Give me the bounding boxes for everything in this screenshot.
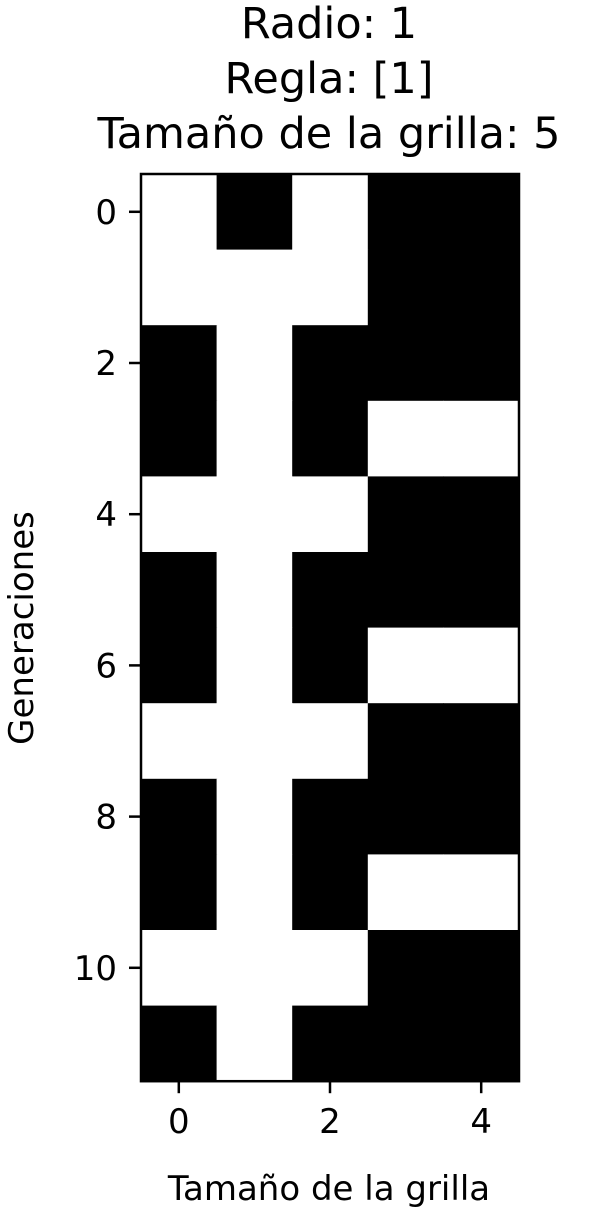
y-axis-label: Generaciones: [2, 511, 42, 745]
title-line-regla: Regla: [1]: [224, 54, 433, 104]
heatmap-cell-r11-c2: [292, 1005, 369, 1082]
heatmap-cell-r4-c2: [292, 476, 369, 553]
heatmap-cell-r0-c4: [443, 174, 520, 251]
heatmap-cell-r7-c4: [443, 703, 520, 780]
heatmap-cell-r7-c1: [216, 703, 293, 780]
heatmap-cell-r0-c0: [141, 174, 218, 251]
heatmap-cell-r6-c1: [216, 627, 293, 704]
heatmap-cell-r3-c3: [367, 400, 444, 477]
heatmap-cell-r11-c1: [216, 1005, 293, 1082]
heatmap-cell-r6-c2: [292, 627, 369, 704]
heatmap-cell-r2-c4: [443, 325, 520, 402]
title-line-tamano: Tamaño de la grilla: 5: [96, 109, 560, 159]
heatmap-cell-r2-c2: [292, 325, 369, 402]
heatmap-cell-r2-c0: [141, 325, 218, 402]
heatmap-cell-r2-c3: [367, 325, 444, 402]
heatmap-cell-r10-c1: [216, 930, 293, 1007]
heatmap-cell-r1-c1: [216, 249, 293, 326]
chart-title: Radio: 1 Regla: [1] Tamaño de la grilla:…: [96, 0, 560, 159]
heatmap-cell-r2-c1: [216, 325, 293, 402]
heatmap-cell-r3-c0: [141, 400, 218, 477]
heatmap-cell-r0-c1: [216, 174, 293, 251]
heatmap-cell-r1-c0: [141, 249, 218, 326]
y-tick-label-8: 8: [95, 798, 117, 838]
heatmap-cells: [141, 174, 520, 1082]
heatmap-cell-r5-c4: [443, 552, 520, 629]
y-tick-label-10: 10: [74, 949, 117, 989]
heatmap-cell-r10-c3: [367, 930, 444, 1007]
heatmap-cell-r5-c3: [367, 552, 444, 629]
title-line-radio: Radio: 1: [241, 0, 417, 49]
heatmap-cell-r8-c2: [292, 778, 369, 855]
heatmap-cell-r4-c4: [443, 476, 520, 553]
heatmap-cell-r9-c0: [141, 854, 218, 931]
heatmap-cell-r3-c1: [216, 400, 293, 477]
heatmap-cell-r9-c4: [443, 854, 520, 931]
heatmap-cell-r5-c2: [292, 552, 369, 629]
heatmap-cell-r4-c3: [367, 476, 444, 553]
heatmap-cell-r7-c2: [292, 703, 369, 780]
heatmap-cell-r9-c3: [367, 854, 444, 931]
x-axis-label: Tamaño de la grilla: [167, 1169, 490, 1209]
x-tick-label-2: 2: [319, 1102, 341, 1142]
y-tick-label-2: 2: [95, 344, 117, 384]
heatmap-cell-r4-c1: [216, 476, 293, 553]
heatmap-cell-r1-c3: [367, 249, 444, 326]
x-tick-label-0: 0: [168, 1102, 190, 1142]
heatmap-cell-r11-c0: [141, 1005, 218, 1082]
heatmap-cell-r6-c3: [367, 627, 444, 704]
heatmap-cell-r6-c4: [443, 627, 520, 704]
y-tick-label-6: 6: [95, 646, 117, 686]
heatmap-cell-r4-c0: [141, 476, 218, 553]
heatmap-cell-r5-c1: [216, 552, 293, 629]
heatmap-cell-r8-c4: [443, 778, 520, 855]
heatmap-cell-r8-c0: [141, 778, 218, 855]
heatmap-cell-r11-c4: [443, 1005, 520, 1082]
heatmap-cell-r1-c2: [292, 249, 369, 326]
heatmap-cell-r10-c2: [292, 930, 369, 1007]
heatmap-cell-r8-c1: [216, 778, 293, 855]
y-tick-label-4: 4: [95, 495, 117, 535]
x-axis-ticks: 0 2 4: [168, 1081, 492, 1142]
heatmap-cell-r0-c3: [367, 174, 444, 251]
x-tick-label-4: 4: [470, 1102, 492, 1142]
heatmap-cell-r8-c3: [367, 778, 444, 855]
heatmap-cell-r7-c3: [367, 703, 444, 780]
heatmap-cell-r0-c2: [292, 174, 369, 251]
heatmap-cell-r10-c4: [443, 930, 520, 1007]
y-tick-label-0: 0: [95, 193, 117, 233]
heatmap-cell-r5-c0: [141, 552, 218, 629]
heatmap-cell-r9-c2: [292, 854, 369, 931]
heatmap-cell-r6-c0: [141, 627, 218, 704]
heatmap-cell-r3-c4: [443, 400, 520, 477]
heatmap-cell-r1-c4: [443, 249, 520, 326]
heatmap-cell-r7-c0: [141, 703, 218, 780]
heatmap-cell-r11-c3: [367, 1005, 444, 1082]
heatmap-cell-r10-c0: [141, 930, 218, 1007]
heatmap-cell-r9-c1: [216, 854, 293, 931]
y-axis-ticks: 0 2 4 6 8 10: [74, 193, 141, 989]
heatmap-cell-r3-c2: [292, 400, 369, 477]
